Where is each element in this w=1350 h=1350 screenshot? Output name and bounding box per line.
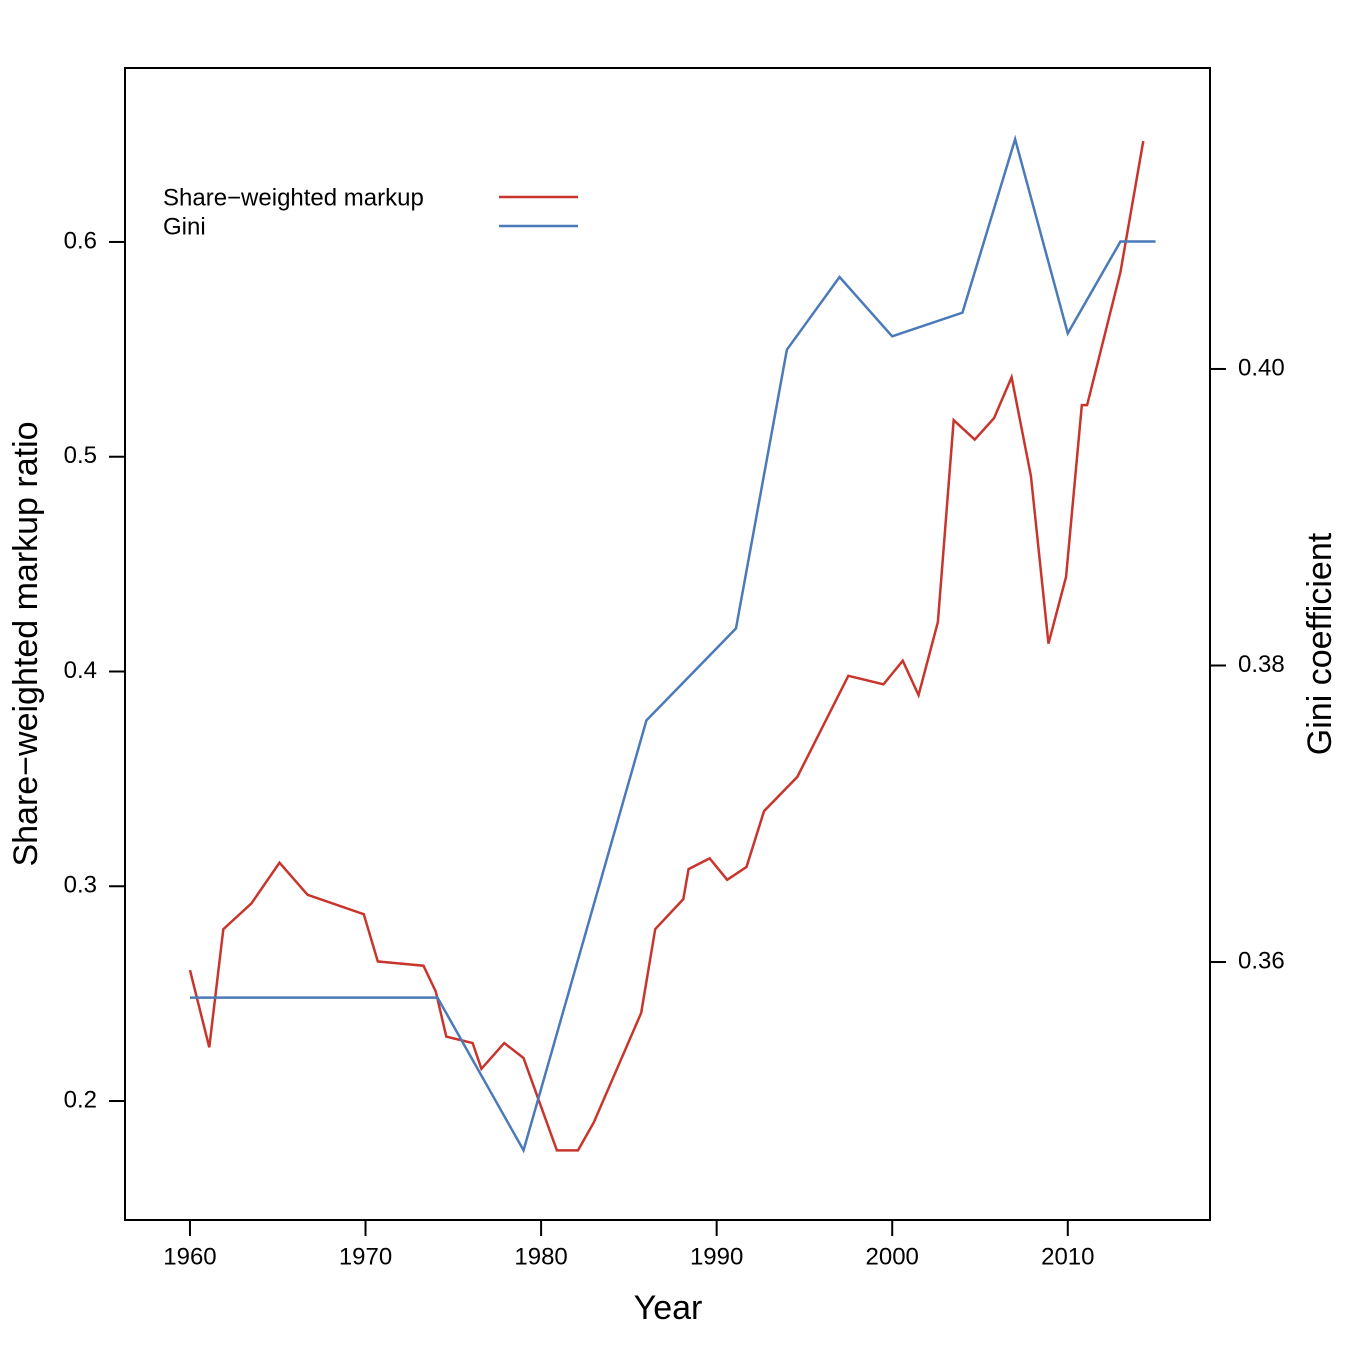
x-tick-label: 1990 — [690, 1243, 743, 1270]
series-line — [189, 134, 1156, 1154]
x-tick-label: 1960 — [163, 1243, 216, 1270]
y-tick-label: 0.2 — [64, 1086, 97, 1113]
y2-axis-label: Gini coefficient — [1301, 532, 1339, 755]
y-tick-label: 0.6 — [64, 227, 97, 254]
plot-frame — [124, 67, 1211, 1221]
series-line — [188, 140, 1145, 1152]
x-tick-label: 1970 — [339, 1243, 392, 1270]
y2-tick-label: 0.36 — [1238, 947, 1285, 974]
y-tick-label: 0.4 — [64, 657, 97, 684]
y-tick-label: 0.5 — [64, 442, 97, 469]
y-tick-label: 0.3 — [64, 872, 97, 899]
x-tick-label: 2010 — [1041, 1243, 1094, 1270]
x-tick-label: 1980 — [514, 1243, 567, 1270]
x-tick-label: 2000 — [866, 1243, 919, 1270]
y-axis-label: Share−weighted markup ratio — [7, 421, 45, 866]
y2-tick-label: 0.38 — [1238, 651, 1285, 678]
legend-label: Gini — [163, 213, 206, 240]
y2-tick-label: 0.40 — [1238, 354, 1285, 381]
x-axis-label: Year — [634, 1289, 703, 1327]
legend-label: Share−weighted markup — [163, 184, 424, 211]
